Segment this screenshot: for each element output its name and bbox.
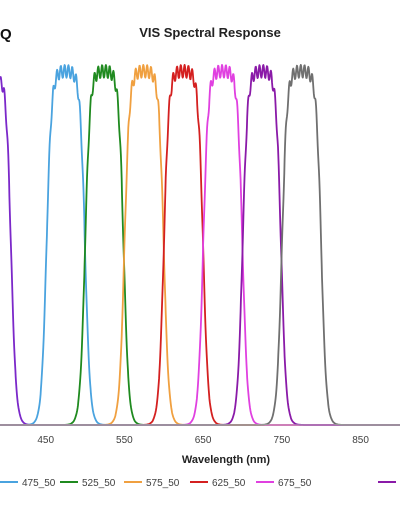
legend-label-1: 525_50 [82,478,116,489]
legend-label-0: 475_50 [22,478,56,489]
legend-label-3: 625_50 [212,478,246,489]
x-axis-label: Wavelength (nm) [182,454,271,466]
x-tick-label-0: 450 [37,435,54,446]
legend-label-2: 575_50 [146,478,180,489]
chart-title: VIS Spectral Response [139,25,281,40]
series-line-2 [0,64,400,426]
x-tick-labels: 450 550 650 750 850 [37,435,369,446]
legend-label-4: 675_50 [278,478,312,489]
series-line-1 [0,64,400,426]
x-tick-label-2: 650 [195,435,212,446]
series-line-5 [0,64,400,426]
x-tick-label-4: 850 [352,435,369,446]
series-line-7 [0,64,400,426]
series-line-6 [0,64,400,426]
logo-mark: Q [0,26,12,43]
x-tick-label-1: 550 [116,435,133,446]
series-layer [0,64,400,426]
x-tick-label-3: 750 [274,435,291,446]
legend: 475_50 525_50 575_50 625_50 675_50 [0,478,396,489]
series-line-4 [0,64,400,426]
series-line-3 [0,64,400,426]
